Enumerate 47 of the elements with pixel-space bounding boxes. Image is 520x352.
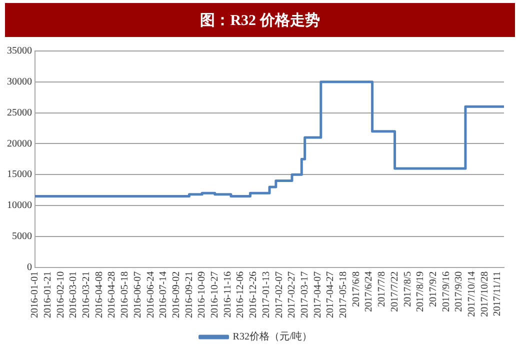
y-tick-label: 20000 [7, 138, 32, 150]
x-tick-label: 2016-01-21 [42, 271, 54, 318]
x-tick-label: 2016-03-01 [68, 271, 80, 318]
y-tick-label: 10000 [7, 200, 32, 212]
x-tick-label: 2016-10-09 [196, 271, 208, 318]
chart-title: 图：R32 价格走势 [5, 3, 515, 37]
x-tick-label: 2016-04-08 [94, 271, 105, 318]
x-tick-label: 2016-06-24 [145, 271, 156, 318]
x-tick-label: 2017/8/5 [402, 271, 414, 307]
x-tick-label: 2017-04-27 [325, 271, 336, 318]
x-tick-label: 2017/6/24 [364, 271, 375, 312]
x-tick-label: 2016-05-18 [120, 271, 131, 318]
x-tick-label: 2017-04-07 [312, 271, 324, 318]
y-tick-label: 25000 [7, 107, 32, 118]
x-tick-label: 2016-02-10 [55, 271, 66, 318]
x-tick-label: 2016-06-07 [132, 271, 144, 318]
x-tick-label: 2017/10/28 [479, 271, 490, 317]
x-tick-label: 2017-03-17 [299, 271, 310, 318]
x-tick-label: 2017/9/2 [428, 271, 439, 307]
x-tick-label: 2016-10-27 [210, 271, 221, 318]
y-tick-label: 30000 [7, 76, 32, 88]
x-tick-label: 2017-01-13 [260, 271, 272, 318]
x-tick-label: 2016-01-01 [30, 271, 41, 318]
x-tick-label: 2017/9/30 [454, 271, 465, 312]
x-tick-label: 2017/8/19 [415, 271, 426, 312]
x-tick-label: 2017/6/8 [350, 271, 362, 307]
y-tick-label: 15000 [7, 169, 32, 180]
x-tick-label: 2016-12-06 [235, 271, 246, 318]
y-tick-label: 0 [27, 262, 32, 273]
x-tick-label: 2017/9/16 [440, 271, 452, 312]
x-tick-label: 2016-12-26 [248, 271, 260, 318]
x-tick-label: 2017/11/11 [492, 271, 504, 316]
y-tick-label: 35000 [7, 46, 32, 57]
x-tick-label: 2017-02-07 [274, 271, 285, 318]
x-tick-label: 2016-09-02 [170, 271, 182, 318]
x-tick-label: 2016-09-21 [184, 271, 195, 318]
x-tick-label: 2016-07-14 [158, 271, 170, 318]
x-tick-label: 2017/10/14 [466, 271, 478, 317]
x-tick-label: 2016-03-21 [81, 271, 92, 318]
x-tick-label: 2017/7/8 [376, 271, 388, 307]
y-tick-label: 5000 [12, 231, 32, 242]
x-tick-label: 2017-02-27 [286, 271, 298, 318]
x-tick-label: 2017-05-18 [338, 271, 350, 318]
x-tick-label: 2016-11-16 [222, 271, 234, 318]
x-tick-label: 2016-04-28 [106, 271, 118, 318]
legend-label: R32价格（元/吨） [232, 330, 312, 343]
x-tick-label: 2017/7/22 [389, 271, 400, 312]
